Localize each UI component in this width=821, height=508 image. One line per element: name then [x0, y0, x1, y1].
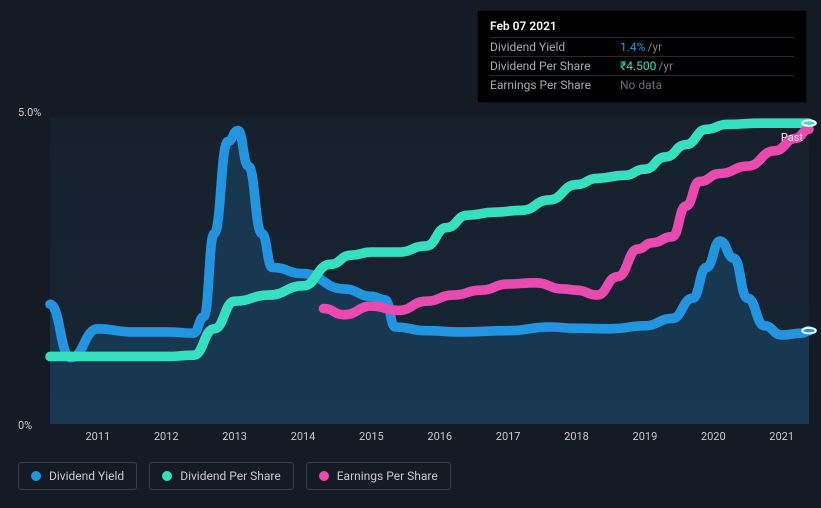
legend-item-dividend-per-share[interactable]: Dividend Per Share [149, 462, 294, 490]
x-tick-label: 2020 [701, 430, 726, 443]
tooltip-row: Earnings Per ShareNo data [490, 75, 794, 94]
legend-label: Dividend Per Share [180, 469, 281, 483]
y-axis-label-min: 0% [18, 419, 32, 432]
x-tick-label: 2011 [85, 430, 110, 443]
x-tick-label: 2018 [564, 430, 589, 443]
tooltip-row: Dividend Per Share₹4.500/yr [490, 56, 794, 75]
legend-item-dividend-yield[interactable]: Dividend Yield [18, 462, 137, 490]
y-axis-label-max: 5.0% [18, 106, 41, 119]
tooltip-row-value: ₹4.500/yr [620, 59, 673, 73]
x-tick-label: 2016 [427, 430, 452, 443]
x-tick-label: 2021 [769, 430, 794, 443]
x-tick-label: 2015 [359, 430, 384, 443]
tooltip-row-label: Dividend Yield [490, 40, 620, 54]
legend-swatch [162, 471, 172, 481]
chart-tooltip: Feb 07 2021 Dividend Yield1.4%/yrDividen… [477, 10, 807, 103]
legend-swatch [31, 471, 41, 481]
x-tick-label: 2014 [291, 430, 316, 443]
legend-item-earnings-per-share[interactable]: Earnings Per Share [306, 462, 451, 490]
end-dot-dividend-yield [802, 328, 816, 334]
x-axis-labels: 2011 2012 2013 2014 2015 2016 2017 2018 2019 2020… [50, 430, 809, 446]
tooltip-date: Feb 07 2021 [490, 19, 794, 33]
legend-swatch [319, 471, 329, 481]
legend-label: Earnings Per Share [337, 469, 438, 483]
plot-area[interactable]: Past [50, 117, 809, 424]
legend-label: Dividend Yield [49, 469, 124, 483]
tooltip-row-value: 1.4%/yr [620, 40, 662, 54]
tooltip-row-label: Earnings Per Share [490, 78, 620, 92]
chart-svg [50, 117, 809, 424]
x-tick-label: 2013 [222, 430, 247, 443]
tooltip-row-value: No data [620, 78, 662, 92]
x-tick-label: 2012 [154, 430, 179, 443]
end-dot-dividend-per-share [802, 120, 816, 126]
x-tick-label: 2017 [496, 430, 521, 443]
area-dividend-yield [50, 131, 809, 424]
x-tick-label: 2019 [633, 430, 658, 443]
chart-legend: Dividend Yield Dividend Per Share Earnings… [18, 462, 451, 490]
tooltip-row-label: Dividend Per Share [490, 59, 620, 73]
tooltip-row: Dividend Yield1.4%/yr [490, 37, 794, 56]
past-label: Past [781, 131, 803, 144]
